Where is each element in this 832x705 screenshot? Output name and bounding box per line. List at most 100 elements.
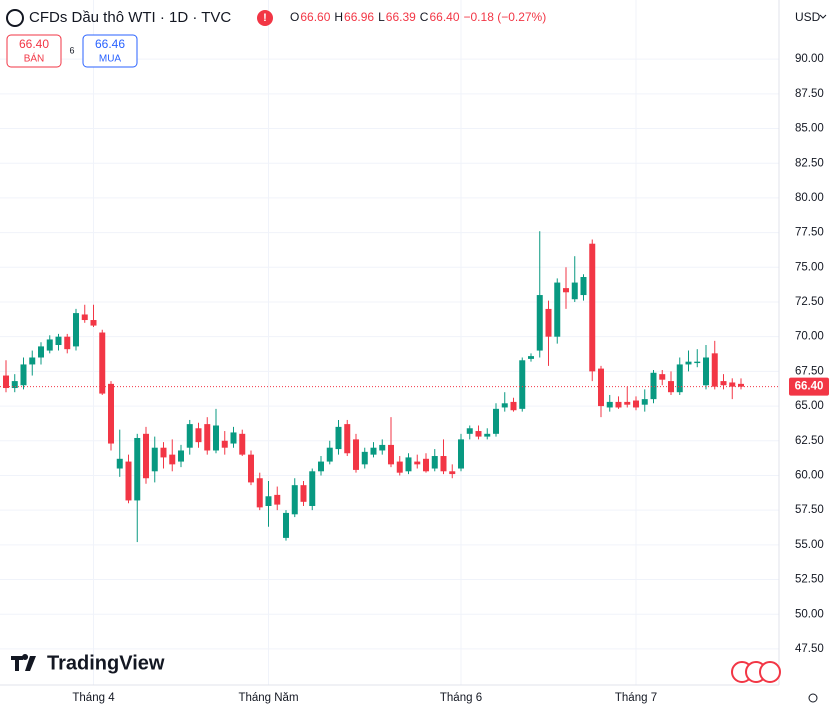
candle-body: [545, 308, 552, 337]
candle-body: [213, 425, 219, 451]
y-tick-label: 87.50: [795, 88, 824, 100]
settings-icon[interactable]: [808, 693, 818, 703]
candle-body: [90, 320, 97, 326]
x-tick-label: Tháng 7: [615, 692, 657, 704]
y-tick-label: 57.50: [795, 504, 824, 516]
y-tick-label: 67.50: [795, 365, 824, 377]
candle-body: [510, 401, 517, 411]
sell-label: BÁN: [24, 52, 45, 65]
y-tick-label: 70.00: [795, 331, 824, 343]
candle-body: [64, 336, 71, 350]
candle-body: [318, 461, 324, 472]
last-price-label: 66.40: [795, 381, 824, 393]
candle-body: [353, 439, 359, 470]
candle-body: [204, 424, 211, 451]
brand-logo: [11, 654, 36, 671]
candle-body: [720, 381, 727, 386]
currency-caret: [819, 14, 827, 19]
candle-body: [711, 353, 718, 387]
y-tick-label: 77.50: [795, 227, 824, 239]
candle-body: [729, 382, 736, 387]
candle-body: [20, 364, 27, 386]
x-tick-label: Tháng 4: [72, 692, 115, 704]
candle-body: [668, 381, 674, 393]
candle-body: [694, 361, 701, 364]
sell-button[interactable]: [6, 34, 62, 68]
candle-body: [563, 288, 569, 293]
candle-body: [440, 456, 447, 472]
candle-body: [633, 400, 639, 408]
ohlc-legend: O 66.60 H 66.96 L 66.39 C 66.40 −0.18 (−0.27%): [290, 10, 546, 24]
candle-body: [431, 456, 438, 469]
candle-body: [99, 332, 106, 394]
candle-body: [38, 346, 44, 358]
candle-body: [11, 381, 18, 389]
candle-body: [256, 478, 263, 508]
legend-value: 66.60: [300, 10, 330, 24]
candle-body: [29, 357, 36, 365]
candle-body: [685, 361, 692, 365]
y-tick-label: 50.00: [795, 608, 824, 620]
y-tick-label: 60.00: [795, 469, 824, 481]
spread: 6: [69, 45, 74, 55]
candle-body: [493, 408, 499, 434]
y-tick-label: 47.50: [795, 643, 824, 655]
candle-body: [458, 439, 464, 469]
legend-key: H: [334, 10, 343, 24]
candle-body: [423, 458, 429, 472]
candle-body: [580, 277, 587, 296]
y-tick-label: 62.50: [795, 435, 824, 447]
candle-body: [274, 494, 281, 505]
country-flags: [731, 661, 781, 683]
buy-button[interactable]: [82, 34, 138, 68]
candle-body: [143, 433, 149, 479]
candle-body: [300, 485, 307, 502]
candle-body: [396, 461, 403, 473]
y-tick-label: 80.00: [795, 192, 824, 204]
currency[interactable]: USD: [795, 10, 821, 24]
candle-body: [265, 496, 272, 506]
candle-body: [125, 461, 132, 501]
candle-body: [414, 461, 421, 465]
candle-body: [554, 282, 561, 337]
candle-body: [624, 401, 631, 405]
y-tick-label: 85.00: [795, 123, 824, 135]
candle-body: [641, 399, 648, 405]
alert-icon[interactable]: [257, 10, 273, 26]
candle-body: [519, 360, 526, 409]
candle-body: [615, 401, 622, 408]
candle-body: [160, 447, 167, 458]
buy-price: 66.46: [95, 37, 125, 51]
candle-body: [475, 431, 482, 437]
alert-icon-mark: !: [263, 12, 267, 24]
candle-body: [108, 383, 114, 444]
legend-key: L: [378, 10, 385, 24]
candle-body: [239, 433, 246, 455]
candle-body: [326, 447, 333, 462]
y-tick-label: 72.50: [795, 296, 824, 308]
brand: TradingView: [47, 652, 165, 674]
candle-body: [484, 433, 491, 437]
candle-body: [738, 383, 744, 387]
candle-body: [405, 457, 412, 472]
legend-value: 66.39: [386, 10, 416, 24]
candle-body: [466, 428, 473, 434]
candle-body: [309, 471, 316, 506]
legend-change: −0.18 (−0.27%): [464, 10, 547, 24]
y-tick-label: 75.00: [795, 261, 824, 273]
sell-price: 66.40: [19, 37, 49, 51]
candle-body: [659, 374, 666, 380]
x-tick-label: Tháng Năm: [238, 692, 298, 704]
candle-body: [116, 458, 123, 469]
candle-body: [449, 471, 456, 475]
candle-body: [501, 403, 508, 408]
legend-value: 66.40: [429, 10, 459, 24]
candle-body: [370, 447, 377, 455]
last-price-tag: [789, 377, 829, 396]
legend-key: C: [420, 10, 429, 24]
y-tick-label: 82.50: [795, 157, 824, 169]
candle-body: [650, 372, 657, 400]
candle-body: [598, 368, 604, 407]
y-tick-label: 52.50: [795, 574, 824, 586]
y-tick-label: 65.00: [795, 400, 824, 412]
